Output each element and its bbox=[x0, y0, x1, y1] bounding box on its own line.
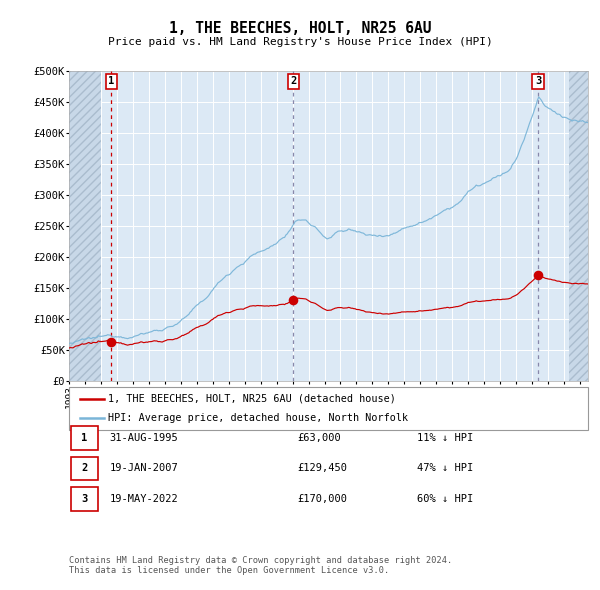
Text: 1, THE BEECHES, HOLT, NR25 6AU (detached house): 1, THE BEECHES, HOLT, NR25 6AU (detached… bbox=[108, 394, 396, 404]
Bar bbox=[69, 71, 101, 381]
Text: 60% ↓ HPI: 60% ↓ HPI bbox=[417, 494, 473, 504]
Text: 2: 2 bbox=[290, 76, 296, 86]
Text: Contains HM Land Registry data © Crown copyright and database right 2024.
This d: Contains HM Land Registry data © Crown c… bbox=[69, 556, 452, 575]
Text: 3: 3 bbox=[535, 76, 541, 86]
Text: 19-JAN-2007: 19-JAN-2007 bbox=[110, 464, 179, 473]
Point bbox=[289, 296, 298, 305]
Point bbox=[533, 270, 543, 280]
Text: 1: 1 bbox=[82, 433, 88, 442]
Text: 3: 3 bbox=[82, 494, 88, 504]
Text: 1, THE BEECHES, HOLT, NR25 6AU: 1, THE BEECHES, HOLT, NR25 6AU bbox=[169, 21, 431, 35]
Text: £170,000: £170,000 bbox=[297, 494, 347, 504]
Text: 1: 1 bbox=[109, 76, 115, 86]
Text: 11% ↓ HPI: 11% ↓ HPI bbox=[417, 433, 473, 442]
Text: Price paid vs. HM Land Registry's House Price Index (HPI): Price paid vs. HM Land Registry's House … bbox=[107, 37, 493, 47]
Text: 31-AUG-1995: 31-AUG-1995 bbox=[110, 433, 179, 442]
Text: £129,450: £129,450 bbox=[297, 464, 347, 473]
Point bbox=[107, 337, 116, 346]
Text: 47% ↓ HPI: 47% ↓ HPI bbox=[417, 464, 473, 473]
Bar bbox=[569, 71, 588, 381]
Text: HPI: Average price, detached house, North Norfolk: HPI: Average price, detached house, Nort… bbox=[108, 412, 408, 422]
Text: 2: 2 bbox=[82, 464, 88, 473]
Text: 19-MAY-2022: 19-MAY-2022 bbox=[110, 494, 179, 504]
Text: £63,000: £63,000 bbox=[297, 433, 341, 442]
